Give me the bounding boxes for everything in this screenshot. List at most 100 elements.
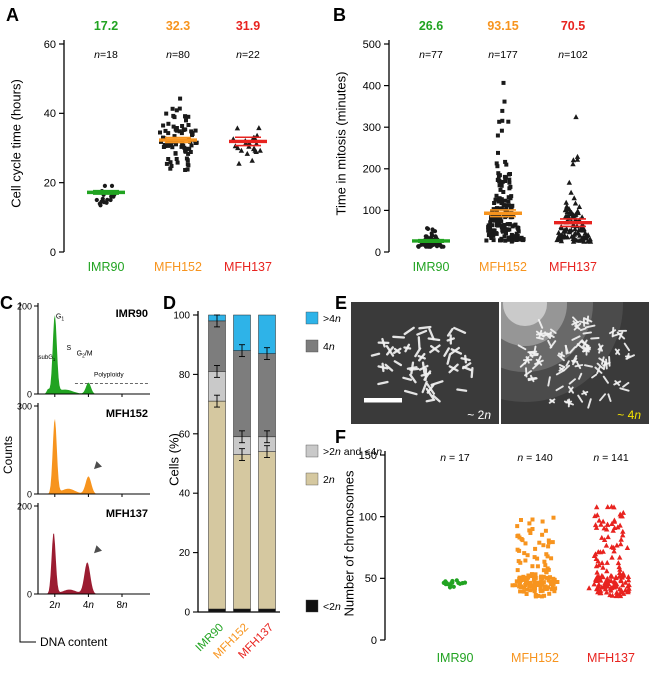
chromosome-spread-2	[517, 315, 635, 409]
panel-d: D Cells (%) 0 20 40 60 80 100 IMR90 MFH152 MFH13…	[160, 290, 410, 676]
svg-text:200: 200	[17, 302, 32, 312]
svg-text:4n: 4n	[323, 341, 335, 353]
svg-text:2n: 2n	[49, 600, 61, 611]
svg-text:17.2: 17.2	[94, 19, 118, 33]
svg-text:MFH137: MFH137	[224, 260, 272, 274]
panel-b: B Time in mitosis (minutes) 0 100 200 300 40…	[325, 0, 650, 290]
svg-text:93.15: 93.15	[487, 19, 518, 33]
points-MFH152	[158, 96, 199, 172]
svg-text:500: 500	[363, 39, 381, 51]
svg-text:300: 300	[363, 122, 381, 134]
svg-text:150: 150	[359, 450, 377, 462]
svg-text:n = 17: n = 17	[440, 452, 470, 464]
panel-c-chart: 200 0 IMR90 subG1 G1 S G2/M Polyploidy 300 0 MFH15…	[17, 302, 150, 649]
panel-c: C Counts 200 0 IMR90 subG1 G1 S G2/M Polyploidy…	[0, 290, 162, 676]
stacked-bar-IMR90	[208, 314, 226, 613]
svg-text:2n: 2n	[323, 474, 335, 486]
panel-b-chart: 0 100 200 300 400 500 26.6 n=77 IMR90 93.15 n=177 M…	[363, 19, 597, 274]
svg-text:G2/M: G2/M	[77, 350, 93, 359]
svg-text:n = 141: n = 141	[593, 452, 629, 464]
panel-a-chart: 0 20 40 60 17.2 n=18 IMR90 32.3 n=80 MFH152 31.9 n=…	[0, 0, 325, 290]
svg-text:IMR90: IMR90	[437, 651, 474, 665]
legend-swatch	[305, 311, 319, 325]
stacked-bar-MFH152	[233, 314, 251, 613]
polyploid-peak-arrow	[94, 461, 102, 470]
panel-e-label: E	[335, 293, 348, 313]
svg-text:0: 0	[27, 490, 32, 500]
svg-text:0: 0	[50, 247, 56, 259]
svg-text:0: 0	[375, 247, 381, 259]
panel-c-chart-host: 200 0 IMR90 subG1 G1 S G2/M Polyploidy 300 0 MFH15…	[0, 290, 162, 676]
svg-text:MFH137: MFH137	[587, 651, 635, 665]
svg-text:MFH137: MFH137	[549, 260, 597, 274]
chromosome-spread-1	[370, 325, 474, 403]
svg-text:MFH152: MFH152	[154, 260, 202, 274]
legend-swatch	[305, 472, 319, 486]
panel-c-label: C	[0, 293, 13, 313]
legend-swatch	[305, 339, 319, 353]
svg-text:MFH137: MFH137	[106, 508, 148, 520]
legend-swatch	[305, 599, 319, 613]
panel-e-images-host: ~ 2n ~ 4n	[335, 290, 650, 430]
svg-text:S: S	[67, 345, 72, 352]
panel-b-chart: 0 100 200 300 400 500 26.6 n=77 IMR90 93.15 n=177 M…	[325, 0, 650, 290]
dna-histogram-MFH152	[38, 418, 150, 494]
svg-text:n=18: n=18	[94, 49, 118, 61]
points-IMR90	[416, 226, 446, 249]
svg-text:n = 140: n = 140	[517, 452, 553, 464]
svg-text:32.3: 32.3	[166, 19, 190, 33]
svg-text:0: 0	[184, 608, 190, 619]
panel-d-label: D	[163, 293, 176, 313]
points-MFH137	[586, 503, 632, 599]
scale-bar	[364, 398, 402, 403]
panel-e: E ~ 2n ~ 4n	[335, 290, 650, 430]
svg-text:n=22: n=22	[236, 49, 260, 61]
svg-text:60: 60	[44, 39, 56, 51]
polyploid-peak-arrow	[94, 545, 102, 554]
svg-text:40: 40	[179, 489, 191, 500]
svg-text:~ 2n: ~ 2n	[467, 408, 491, 422]
svg-text:MFH152: MFH152	[511, 651, 559, 665]
panel-f-label: F	[335, 427, 346, 447]
svg-text:MFH152: MFH152	[106, 408, 148, 420]
svg-text:4n: 4n	[83, 600, 95, 611]
svg-text:MFH152: MFH152	[479, 260, 527, 274]
panel-d-chart-host: 0 20 40 60 80 100 IMR90 MFH152 MFH137 >4n 4n >2n an…	[160, 290, 410, 676]
panel-f-chart-host: 0 50 100 150 n = 17 IMR90 n = 140 MFH152 n = 141…	[335, 428, 650, 676]
svg-text:100: 100	[359, 511, 377, 523]
panel-a: A Cell cycle time (hours) 0 20 40 60 17.2 n=1…	[0, 0, 325, 290]
svg-text:26.6: 26.6	[419, 19, 443, 33]
dna-histogram-MFH137	[38, 533, 150, 594]
svg-text:400: 400	[363, 80, 381, 92]
svg-text:200: 200	[363, 164, 381, 176]
svg-text:40: 40	[44, 108, 56, 120]
svg-text:20: 20	[179, 548, 191, 559]
svg-text:60: 60	[179, 429, 191, 440]
svg-text:IMR90: IMR90	[88, 260, 125, 274]
svg-text:0: 0	[27, 590, 32, 600]
svg-text:~ 4n: ~ 4n	[617, 408, 641, 422]
svg-text:0: 0	[27, 390, 32, 400]
svg-text:>2n and <4n: >2n and <4n	[323, 446, 382, 458]
svg-text:subG1: subG1	[39, 355, 56, 362]
svg-text:n=177: n=177	[488, 49, 518, 61]
svg-text:300: 300	[17, 402, 32, 412]
points-MFH152	[484, 80, 526, 244]
panel-a-chart: 0 20 40 60 17.2 n=18 IMR90 32.3 n=80 MFH152 31.9 n=…	[44, 19, 272, 274]
metaphase-image-1	[351, 302, 499, 424]
svg-text:8n: 8n	[116, 600, 128, 611]
panel-a-label: A	[6, 5, 19, 25]
panel-e-images: ~ 2n ~ 4n	[351, 302, 649, 424]
svg-text:DNA content: DNA content	[40, 635, 108, 649]
svg-text:IMR90: IMR90	[116, 308, 148, 320]
svg-text:20: 20	[44, 177, 56, 189]
svg-text:<2n: <2n	[323, 601, 341, 613]
panel-f: F Number of chromosomes 0 50 100 150 n = 17 I…	[335, 428, 650, 676]
svg-text:200: 200	[17, 502, 32, 512]
svg-text:50: 50	[365, 573, 377, 585]
svg-text:n=102: n=102	[558, 49, 588, 61]
panel-f-chart: 0 50 100 150 n = 17 IMR90 n = 140 MFH152 n = 141…	[359, 450, 635, 665]
points-MFH152	[510, 515, 560, 599]
svg-text:Polyploidy: Polyploidy	[94, 371, 124, 378]
dna-histogram-IMR90	[38, 315, 150, 394]
